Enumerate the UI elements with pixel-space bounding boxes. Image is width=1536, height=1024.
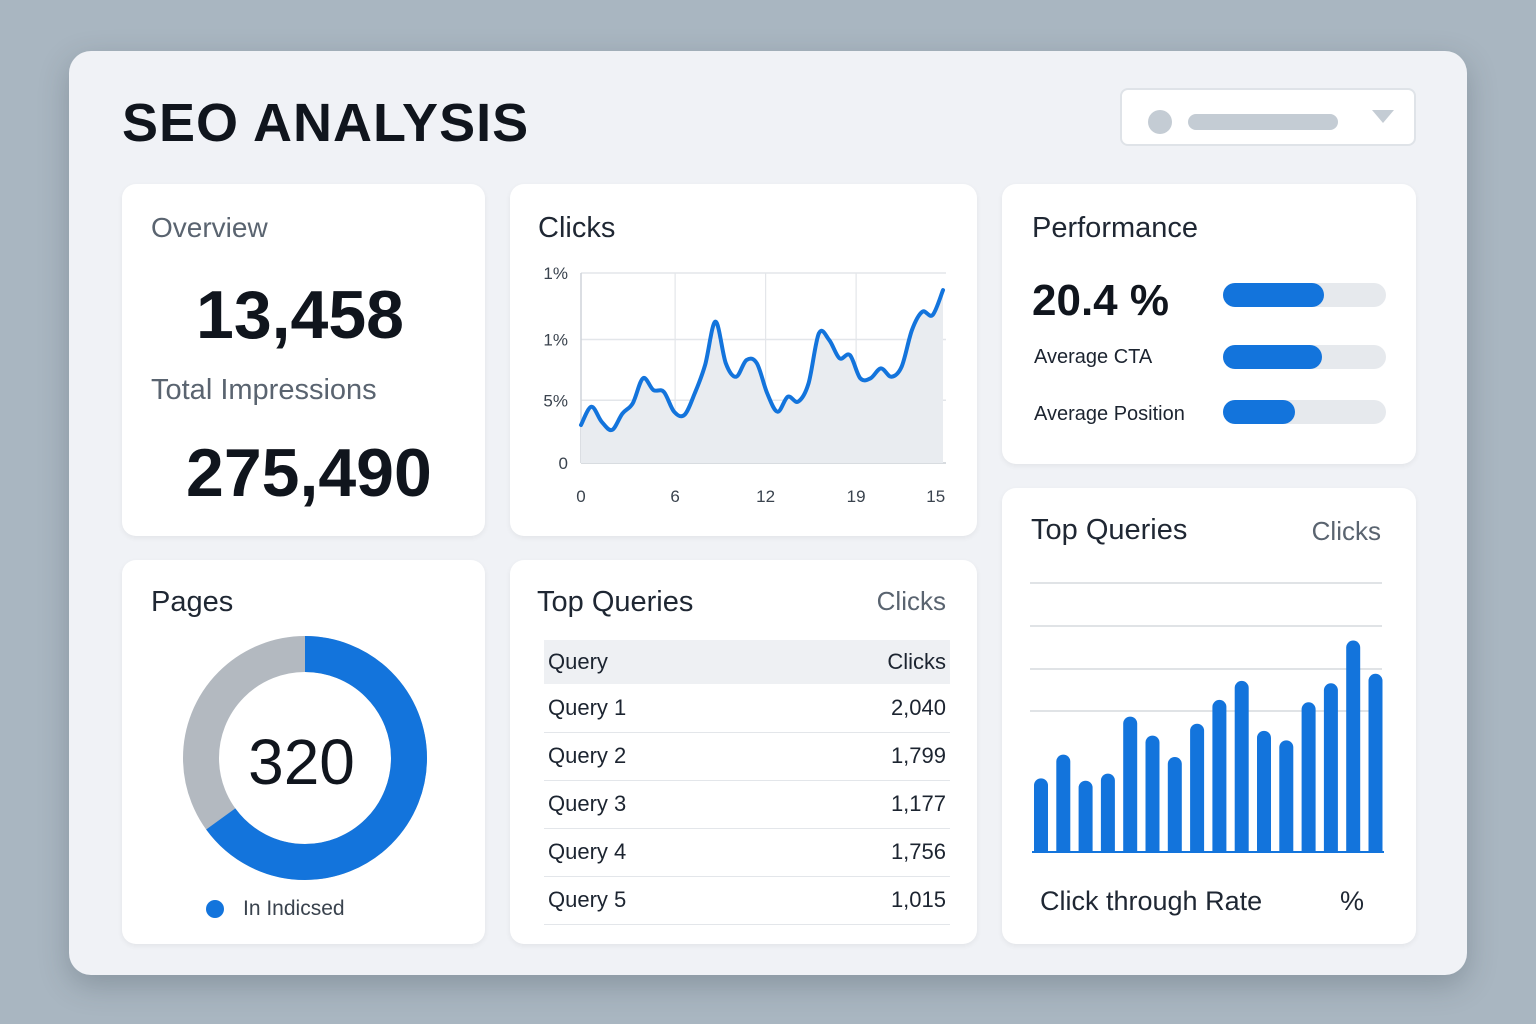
bar (1323, 683, 1338, 859)
clicks-cell: 1,177 (773, 780, 950, 829)
y-tick-label: 1% (543, 331, 568, 350)
pages-count: 320 (248, 726, 355, 798)
area-fill (581, 290, 943, 463)
overview-title: Overview (151, 212, 268, 243)
query-cell: Query 1 (544, 684, 773, 733)
table-row[interactable]: Query 4 1,756 (544, 828, 950, 877)
bar (1257, 730, 1271, 859)
column-header-query: Query (544, 640, 773, 684)
table-row[interactable]: Query 1 2,040 (544, 684, 950, 733)
bar (1279, 740, 1294, 859)
series-line (579, 288, 945, 433)
top-queries-chart-title: Top Queries (1031, 514, 1188, 546)
ctr-label: Click through Rate (1040, 886, 1263, 916)
query-cell: Query 5 (544, 876, 773, 925)
chevron-down-icon (1372, 110, 1394, 123)
donut-slice-indexed (183, 636, 427, 880)
top-queries-table: Query Clicks Query 1 2,040 Query 2 1,799 Que… (544, 640, 950, 925)
table-header: Query Clicks (544, 640, 950, 684)
total-impressions-value: 275,490 (186, 435, 432, 511)
top-queries-chart-card: Top Queries Clicks Click through Rate % (1002, 488, 1416, 944)
table-row[interactable]: Query 3 1,177 (544, 780, 950, 829)
x-tick-label: 0 (576, 487, 585, 506)
x-tick-label: 19 (847, 487, 866, 506)
progress-fill (1223, 283, 1325, 307)
performance-card: Performance 20.4 % Average CTA Average P… (1002, 184, 1416, 464)
bar (1078, 780, 1093, 859)
legend-dot-icon (206, 900, 224, 918)
overview-value: 13,458 (196, 277, 404, 353)
bar (1190, 723, 1205, 859)
clicks-line-chart: 0 5% 1% 1% 0 6 12 19 15 (543, 264, 946, 506)
average-position-bar (1223, 400, 1386, 424)
bar-mask (1030, 852, 1386, 860)
average-position-label: Average Position (1034, 403, 1185, 425)
query-cell: Query 3 (544, 780, 773, 829)
clicks-cell: 1,756 (773, 828, 950, 877)
legend-label: In Indicsed (243, 897, 345, 920)
site-selector-dropdown[interactable] (1120, 88, 1416, 146)
top-queries-title: Top Queries (537, 586, 694, 618)
bar (1056, 754, 1071, 859)
x-tick-label: 6 (670, 487, 679, 506)
bar (1100, 773, 1115, 859)
ctr-bar-chart (1030, 582, 1386, 860)
bar (1212, 699, 1227, 859)
average-cta-bar (1223, 345, 1386, 369)
bar (1234, 680, 1249, 859)
y-tick-label: 1% (543, 264, 568, 283)
clicks-card: Clicks 0 5% 1% 1% 0 6 12 19 15 (510, 184, 977, 536)
y-tick-label: 5% (543, 391, 568, 410)
average-cta-label: Average CTA (1034, 346, 1153, 368)
bar (1346, 640, 1361, 859)
page-title: SEO ANALYSIS (122, 93, 530, 153)
x-tick-label: 15 (926, 487, 945, 506)
y-tick-label: 0 (559, 454, 568, 473)
query-cell: Query 4 (544, 828, 773, 877)
bar (1145, 735, 1160, 859)
table-row[interactable]: Query 5 1,015 (544, 876, 950, 925)
column-header-clicks: Clicks (773, 640, 950, 684)
table-row[interactable]: Query 2 1,799 (544, 732, 950, 781)
bar (1368, 673, 1383, 859)
avatar (1148, 110, 1172, 134)
bar (1034, 778, 1048, 859)
bar (1167, 756, 1182, 859)
performance-title: Performance (1032, 212, 1199, 244)
clicks-title: Clicks (538, 212, 616, 244)
ctr-unit: % (1340, 886, 1365, 916)
query-cell: Query 2 (544, 732, 773, 781)
pages-title: Pages (151, 586, 234, 618)
selector-placeholder (1188, 114, 1338, 130)
progress-fill (1223, 345, 1323, 369)
pages-donut-chart (183, 636, 427, 880)
clicks-cell: 2,040 (773, 684, 950, 733)
clicks-cell: 1,799 (773, 732, 950, 781)
overview-label: Total Impressions (151, 374, 377, 406)
bar (1301, 702, 1316, 859)
clicks-cell: 1,015 (773, 876, 950, 925)
top-queries-chart-clicks-label: Clicks (1311, 516, 1381, 546)
performance-headline: 20.4 % (1032, 276, 1169, 325)
performance-bar-1 (1223, 283, 1386, 307)
top-queries-clicks-label: Clicks (876, 586, 946, 616)
bar (1123, 716, 1138, 859)
x-tick-label: 12 (756, 487, 775, 506)
progress-fill (1223, 400, 1295, 424)
overview-card: Overview 13,458 Total Impressions 275,49… (122, 184, 485, 536)
pages-card: Pages 320 In Indicsed (122, 560, 485, 944)
